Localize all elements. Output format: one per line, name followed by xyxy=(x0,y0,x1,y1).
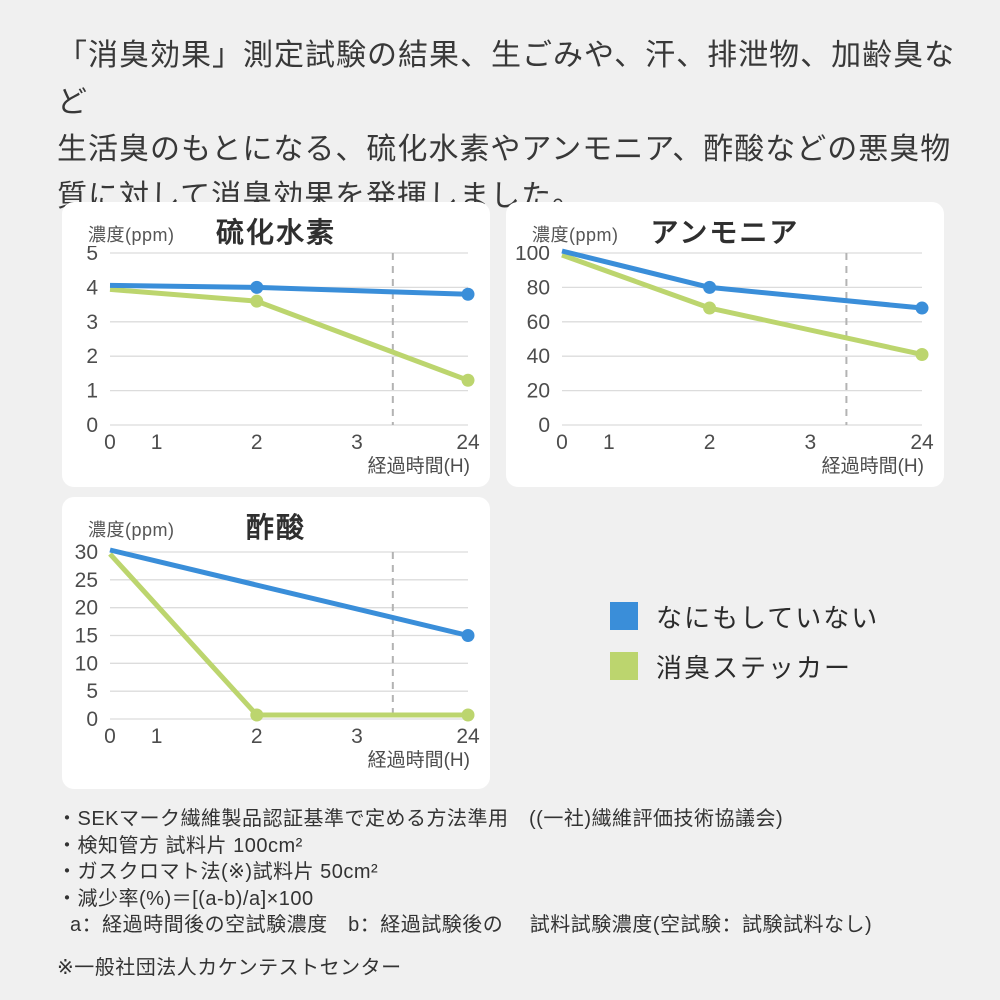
y-tick-label: 20 xyxy=(527,380,550,403)
data-point-marker xyxy=(250,294,264,308)
series-line-untreated xyxy=(561,248,923,311)
y-tick-label: 0 xyxy=(86,414,98,437)
y-tick-label: 4 xyxy=(86,276,98,299)
x-tick-label: 0 xyxy=(104,431,116,454)
chart-card-acetic-acid: 濃度(ppm) 酢酸 0 5 10 15 20 25 30 0 1 2 3 24 経過時間(H) xyxy=(62,497,490,789)
x-tick-label: 2 xyxy=(704,431,716,454)
y-tick-label: 1 xyxy=(86,380,98,403)
y-tick-label: 30 xyxy=(75,541,98,564)
legend-swatch-green xyxy=(610,652,638,680)
x-axis-label: 経過時間(H) xyxy=(368,455,470,477)
footnote-line: ・減少率(%)＝[(a-b)/a]×100 xyxy=(57,887,314,910)
data-point-marker xyxy=(250,708,264,722)
intro-text-line: 「消臭効果」測定試験の結果、生ごみや、汗、排泄物、加齢臭など xyxy=(57,39,956,119)
y-tick-label: 10 xyxy=(75,652,98,675)
x-tick-label: 3 xyxy=(805,431,817,454)
x-tick-label: 3 xyxy=(351,431,363,454)
data-point-marker xyxy=(915,301,929,315)
data-point-marker xyxy=(915,347,929,361)
chart-card-ammonia: 濃度(ppm) アンモニア 0 20 40 60 80 100 0 1 2 3 24 経過時間(H) xyxy=(506,202,944,487)
y-tick-label: 20 xyxy=(75,597,98,620)
chart-title: 硫化水素 xyxy=(215,217,336,248)
x-tick-label: 3 xyxy=(351,725,363,748)
chart-title: アンモニア xyxy=(650,217,800,248)
y-tick-label: 80 xyxy=(527,276,550,299)
series-line-untreated xyxy=(109,547,469,638)
data-point-marker xyxy=(703,301,717,315)
footnote-line: ・SEKマーク繊維製品認証基準で定める方法準用 ((一社)繊維評価技術協議会) xyxy=(57,808,784,830)
chart-header: 濃度(ppm) 硫化水素 xyxy=(62,202,490,248)
data-point-marker xyxy=(461,708,475,722)
x-tick-label: 1 xyxy=(151,725,163,748)
legend-label: なにもしていない xyxy=(656,602,880,633)
data-point-marker xyxy=(250,280,264,294)
chart-title: 酢酸 xyxy=(245,512,306,543)
y-tick-label: 0 xyxy=(538,414,550,437)
x-tick-label: 0 xyxy=(104,725,116,748)
data-point-marker xyxy=(461,287,475,301)
intro-text-line: 生活臭のもとになる、硫化水素やアンモニア、酢酸などの悪臭物 xyxy=(57,133,952,166)
data-point-marker xyxy=(461,629,475,642)
y-tick-label: 5 xyxy=(86,246,98,265)
y-tick-label: 60 xyxy=(527,311,550,334)
data-point-marker xyxy=(461,373,475,387)
x-tick-label: 24 xyxy=(456,431,480,454)
footnote-line: ・ガスクロマト法(※)試料片 50cm² xyxy=(57,861,379,883)
y-axis-unit-label: 濃度(ppm) xyxy=(532,225,619,245)
legend-label: 消臭ステッカー xyxy=(656,652,853,683)
x-axis-label: 経過時間(H) xyxy=(822,455,924,477)
x-tick-label: 1 xyxy=(603,431,615,454)
y-axis-unit-label: 濃度(ppm) xyxy=(88,520,175,540)
legend-item-deodorant-sticker: 消臭ステッカー xyxy=(610,652,879,683)
footnote-line: a：経過時間後の空試験濃度 b：経過試験後の 試料試験濃度(空試験：試験試料なし… xyxy=(70,914,873,936)
x-tick-label: 24 xyxy=(456,725,480,748)
x-tick-label: 2 xyxy=(251,431,263,454)
chart-card-hydrogen-sulfide: 濃度(ppm) 硫化水素 0 1 2 3 4 5 0 1 2 3 24 経過時間(H) xyxy=(62,202,490,487)
x-axis-label: 経過時間(H) xyxy=(368,749,470,771)
y-tick-label: 5 xyxy=(86,680,98,703)
legend: なにもしていない 消臭ステッカー xyxy=(610,602,879,702)
footnotes: ・SEKマーク繊維製品認証基準で定める方法準用 ((一社)繊維評価技術協議会) … xyxy=(57,806,967,981)
y-tick-label: 3 xyxy=(86,311,98,334)
y-tick-label: 2 xyxy=(86,345,98,368)
y-tick-label: 0 xyxy=(86,708,98,731)
legend-item-untreated: なにもしていない xyxy=(610,602,879,633)
chart-header: 濃度(ppm) 酢酸 xyxy=(62,497,490,543)
x-tick-label: 2 xyxy=(251,725,263,748)
chart-header: 濃度(ppm) アンモニア xyxy=(506,202,944,248)
series-line-deodorant-sticker xyxy=(109,286,469,383)
x-tick-label: 0 xyxy=(556,431,568,454)
data-point-marker xyxy=(703,280,717,294)
footnote-line: ・検知管方 試料片 100cm² xyxy=(57,834,303,857)
y-tick-label: 15 xyxy=(75,625,98,648)
y-axis-unit-label: 濃度(ppm) xyxy=(88,225,175,245)
footnote-source: ※一般社団法人カケンテストセンター xyxy=(57,956,402,979)
x-tick-label: 1 xyxy=(151,431,163,454)
y-tick-label: 40 xyxy=(527,345,550,368)
x-tick-label: 24 xyxy=(910,431,934,454)
y-tick-label: 100 xyxy=(515,246,550,265)
legend-swatch-blue xyxy=(610,602,638,630)
intro-text: 「消臭効果」測定試験の結果、生ごみや、汗、排泄物、加齢臭など 生活臭のもとになる… xyxy=(57,32,957,220)
y-tick-label: 25 xyxy=(75,569,98,592)
